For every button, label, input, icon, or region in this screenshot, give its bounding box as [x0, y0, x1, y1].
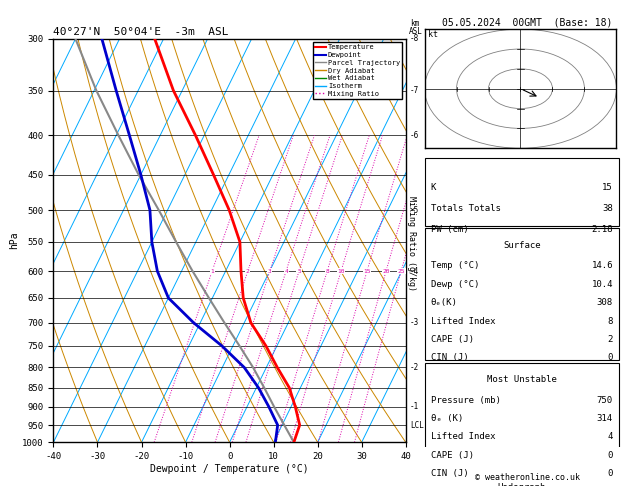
Text: 314: 314 — [597, 414, 613, 423]
Text: 14.6: 14.6 — [591, 261, 613, 271]
Text: Dewp (°C): Dewp (°C) — [431, 280, 479, 289]
Text: 8: 8 — [325, 269, 329, 274]
Bar — [425, 363, 619, 468]
Text: PW (cm): PW (cm) — [431, 225, 468, 234]
Text: 0: 0 — [608, 353, 613, 363]
Text: km: km — [410, 19, 419, 28]
Text: -7: -7 — [410, 86, 419, 95]
Bar — [425, 158, 619, 226]
Text: 15: 15 — [602, 183, 613, 191]
Text: 4: 4 — [608, 433, 613, 441]
Text: θₑ (K): θₑ (K) — [431, 414, 463, 423]
Text: -5: -5 — [410, 206, 419, 214]
Text: 1: 1 — [210, 269, 214, 274]
Text: -1: -1 — [410, 402, 419, 412]
Text: K: K — [431, 183, 436, 191]
Text: -4: -4 — [410, 267, 419, 276]
Text: -6: -6 — [410, 131, 419, 140]
Text: LCL: LCL — [410, 420, 424, 430]
Text: 308: 308 — [597, 298, 613, 307]
Text: θₑ(K): θₑ(K) — [431, 298, 457, 307]
Text: Mixing Ratio (g/kg): Mixing Ratio (g/kg) — [408, 195, 416, 291]
Y-axis label: hPa: hPa — [9, 232, 19, 249]
Text: Totals Totals: Totals Totals — [431, 204, 501, 212]
Text: 38: 38 — [602, 204, 613, 212]
Text: CIN (J): CIN (J) — [431, 353, 468, 363]
Legend: Temperature, Dewpoint, Parcel Trajectory, Dry Adiabat, Wet Adiabat, Isotherm, Mi: Temperature, Dewpoint, Parcel Trajectory… — [313, 42, 402, 99]
Text: 20: 20 — [382, 269, 390, 274]
Text: Pressure (mb): Pressure (mb) — [431, 396, 501, 405]
Text: -3: -3 — [410, 318, 419, 327]
Text: Temp (°C): Temp (°C) — [431, 261, 479, 271]
Text: 2: 2 — [246, 269, 250, 274]
Text: 0: 0 — [608, 451, 613, 460]
X-axis label: Dewpoint / Temperature (°C): Dewpoint / Temperature (°C) — [150, 464, 309, 474]
Text: 40°27'N  50°04'E  -3m  ASL: 40°27'N 50°04'E -3m ASL — [53, 27, 229, 37]
Text: ASL: ASL — [408, 27, 422, 36]
Text: 10: 10 — [337, 269, 345, 274]
Text: 25: 25 — [398, 269, 405, 274]
Text: kt: kt — [428, 30, 438, 39]
Text: 10.4: 10.4 — [591, 280, 613, 289]
Text: Surface: Surface — [503, 241, 540, 250]
Text: 2: 2 — [608, 335, 613, 344]
Text: 15: 15 — [364, 269, 370, 274]
Bar — [425, 470, 619, 486]
Text: Lifted Index: Lifted Index — [431, 433, 495, 441]
Text: Lifted Index: Lifted Index — [431, 316, 495, 326]
Text: 05.05.2024  00GMT  (Base: 18): 05.05.2024 00GMT (Base: 18) — [442, 17, 612, 27]
Text: CAPE (J): CAPE (J) — [431, 451, 474, 460]
Text: 3: 3 — [268, 269, 272, 274]
Text: Hodograph: Hodograph — [498, 483, 546, 486]
Text: 2.18: 2.18 — [591, 225, 613, 234]
Text: Most Unstable: Most Unstable — [487, 375, 557, 384]
Bar — [425, 228, 619, 360]
Text: 4: 4 — [284, 269, 288, 274]
Text: 8: 8 — [608, 316, 613, 326]
Text: 5: 5 — [297, 269, 301, 274]
Text: 0: 0 — [608, 469, 613, 478]
Text: -8: -8 — [410, 35, 419, 43]
Text: © weatheronline.co.uk: © weatheronline.co.uk — [475, 473, 579, 482]
Text: 750: 750 — [597, 396, 613, 405]
Text: CIN (J): CIN (J) — [431, 469, 468, 478]
Text: CAPE (J): CAPE (J) — [431, 335, 474, 344]
Text: -2: -2 — [410, 363, 419, 372]
